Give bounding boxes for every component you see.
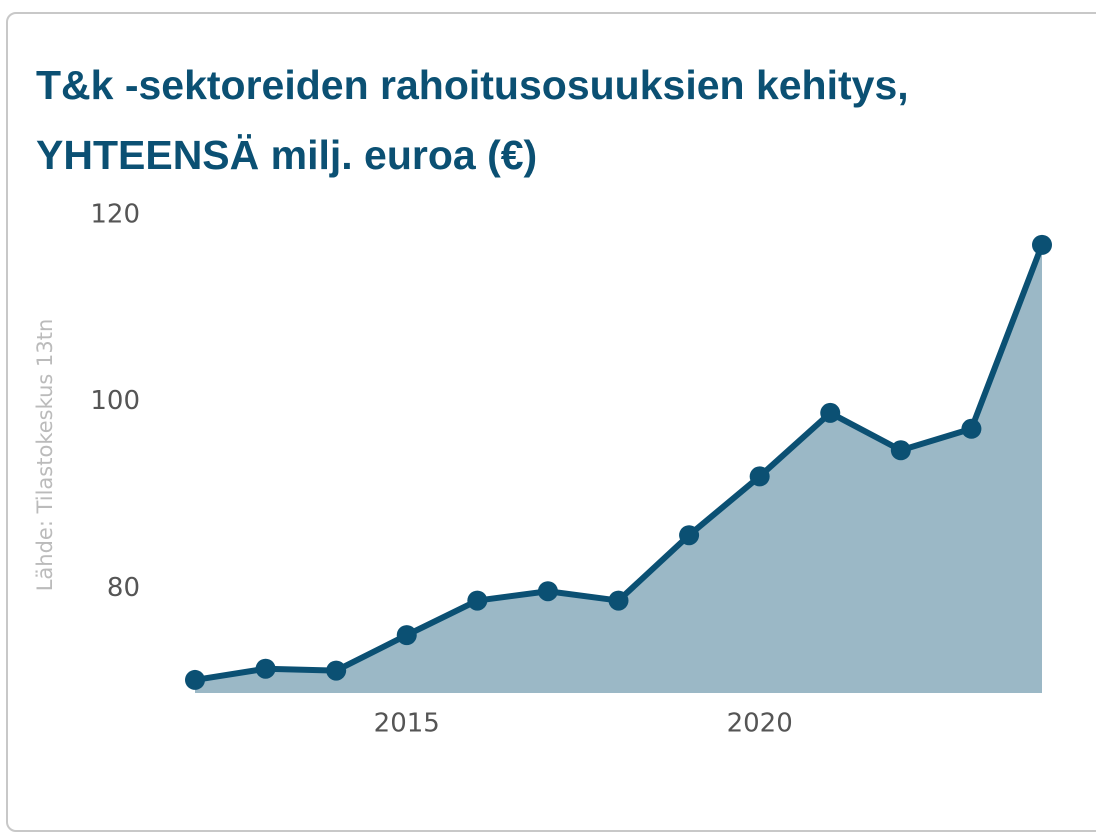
point <box>255 658 276 679</box>
point <box>820 402 841 423</box>
point <box>890 440 911 461</box>
point <box>961 418 982 439</box>
y-tick-label: 100 <box>90 386 140 416</box>
x-tick-label: 2020 <box>727 709 793 739</box>
area <box>195 244 1042 693</box>
point <box>537 581 558 602</box>
point <box>608 590 629 611</box>
point <box>396 625 417 646</box>
chart: Lähde: Tilastokeskus 13tn 80 100 120 2015 20… <box>33 200 1052 739</box>
point <box>326 660 347 681</box>
point <box>185 669 205 690</box>
y-tick-label: 120 <box>90 200 140 230</box>
y-tick-label: 80 <box>107 573 140 603</box>
point <box>467 590 488 611</box>
point <box>1032 234 1052 255</box>
x-tick-label: 2015 <box>374 709 440 739</box>
chart-title: T&k -sektoreiden rahoitusosuuksien kehit… <box>36 62 909 178</box>
point <box>749 466 770 487</box>
point <box>679 525 700 546</box>
y-axis-label: Lähde: Tilastokeskus 13tn <box>33 319 57 592</box>
